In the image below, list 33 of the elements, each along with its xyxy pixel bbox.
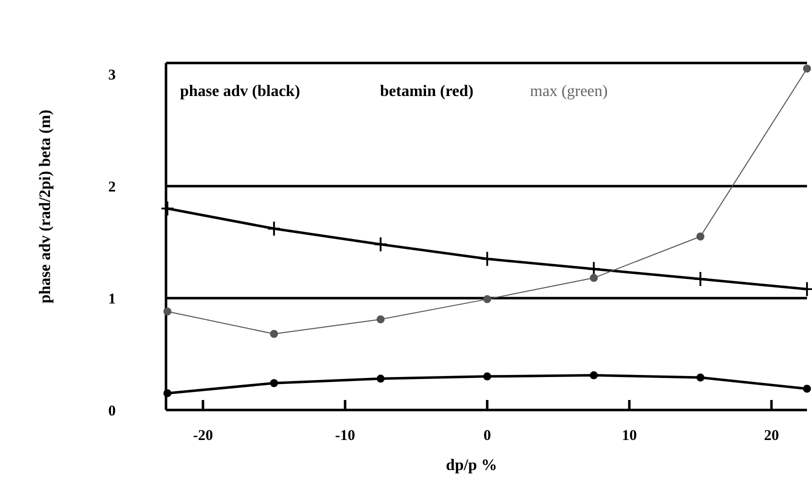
point xyxy=(803,64,811,73)
y-tick-label: 2 xyxy=(108,179,116,196)
annotation: max (green) xyxy=(530,83,608,100)
point xyxy=(163,307,172,316)
point xyxy=(483,295,492,304)
point xyxy=(483,372,492,380)
y-tick-label: 1 xyxy=(108,291,116,308)
point xyxy=(694,271,708,287)
x-axis-title: dp/p % xyxy=(446,457,498,474)
point xyxy=(696,374,704,382)
point xyxy=(270,330,278,338)
point xyxy=(590,371,598,380)
point xyxy=(480,250,494,267)
x-tick-label: 10 xyxy=(622,428,637,444)
x-tick-label: 0 xyxy=(483,428,491,444)
x-tick-label: 20 xyxy=(764,428,779,444)
point xyxy=(160,200,174,216)
annotation: phase adv (black) xyxy=(180,83,300,100)
point xyxy=(376,315,385,324)
y-tick-label: 3 xyxy=(108,67,116,84)
point xyxy=(163,389,172,398)
point xyxy=(696,232,704,240)
y-tick-label: 0 xyxy=(108,403,116,420)
point xyxy=(270,379,278,388)
point xyxy=(590,274,598,282)
y-axis-title: phase adv (rad/2pi) beta (m) xyxy=(37,110,54,304)
point xyxy=(376,374,385,383)
point xyxy=(374,236,388,252)
x-tick-label: -20 xyxy=(192,428,213,444)
point xyxy=(267,220,281,237)
annotation: betamin (red) xyxy=(380,83,474,100)
point xyxy=(803,384,811,393)
x-tick-label: -10 xyxy=(335,428,356,444)
